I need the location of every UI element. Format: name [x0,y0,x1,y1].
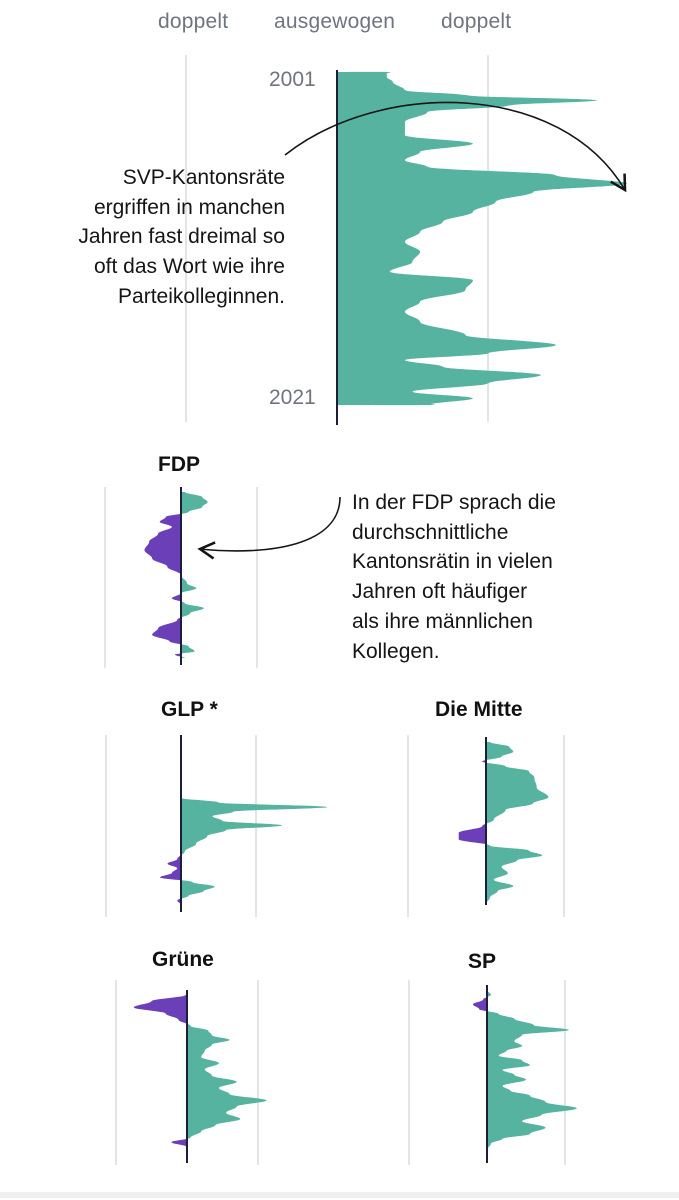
fdp-annotation-line: als ihre männlichen [352,609,533,633]
die-mitte-area-men-more [485,741,549,905]
party-title-gruene: Grüne [152,948,214,971]
svp-annotation-line: oft das Wort wie ihre [93,255,285,279]
glp-area-men-more [180,751,328,906]
svp-annotation-line: ergriffen in manchen [93,195,285,219]
sp-area-women-more [472,989,488,1151]
scale-label-center: ausgewogen [274,10,396,33]
svp-annotation-line: Parteikolleginnen. [118,284,285,308]
fdp-annotation-line: Kantonsrätin in vielen [352,550,553,574]
sp-area-men-more [486,989,577,1151]
fdp-annotation-line: Kollegen. [352,639,440,663]
scale-label-left: doppelt [158,10,229,33]
fdp-annotation-line: In der FDP sprach die [352,491,556,514]
year-label-end: 2021 [269,386,316,409]
party-title-mitte: Die Mitte [435,698,523,721]
bottom-divider [0,1192,679,1198]
scale-label-right: doppelt [441,10,512,33]
gr-ne-area-men-more [186,994,267,1151]
party-title-fdp: FDP [158,453,200,476]
gr-ne-area-women-more [133,994,188,1151]
svp-annotation-line: SVP-Kantonsräte [122,166,285,189]
year-label-start: 2001 [269,68,316,91]
fdp-area-men-more [180,491,208,659]
fdp-annotation-line: Jahren oft häufiger [352,580,528,604]
fdp-area-women-more [144,491,182,659]
glp-area-women-more [160,751,182,906]
party-title-sp: SP [468,950,497,973]
fdp-annotation-line: durchschnittliche [352,520,509,544]
svp-annotation-line: Jahren fast dreimal so [78,225,285,249]
fdp-annotation: In der FDP sprach die durchschnittliche … [352,488,556,666]
svp-annotation: SVP-Kantonsräte ergriffen in manchen Jah… [78,163,285,312]
party-title-glp: GLP * [161,698,218,721]
fdp-annotation-arrow [197,496,341,560]
die-mitte-area-women-more [458,741,487,905]
svp-annotation-arrow [284,101,627,193]
svp-area-men-more [337,71,627,406]
